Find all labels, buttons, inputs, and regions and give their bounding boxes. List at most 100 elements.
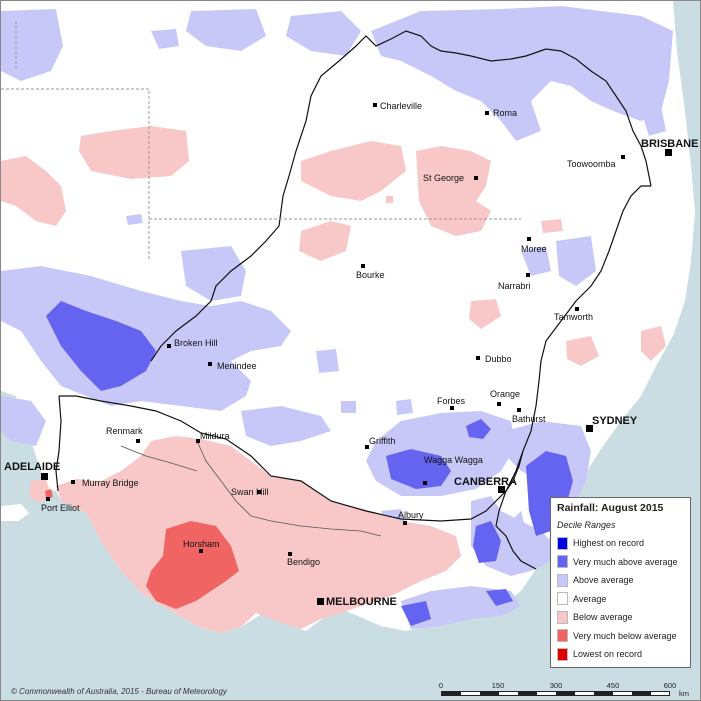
capital-melbourne[interactable]: MELBOURNE	[317, 596, 397, 608]
town-bourke[interactable]: Bourke	[356, 264, 385, 280]
town-marker	[361, 264, 365, 268]
town-label: Renmark	[106, 426, 143, 436]
scale-strip	[441, 691, 670, 696]
town-bathurst[interactable]: Bathurst	[512, 408, 546, 424]
scale-bar: 0 150 300 450 600 km	[438, 681, 691, 700]
town-marker	[373, 103, 377, 107]
town-charleville[interactable]: Charleville	[373, 101, 422, 111]
capital-label: CANBERRA	[454, 476, 517, 488]
town-marker	[485, 111, 489, 115]
legend-item-lowest: Lowest on record	[557, 645, 684, 664]
capitals-layer: BRISBANE SYDNEY CANBERRA MELBOURNE ADELA…	[4, 138, 698, 608]
legend-item-above: Above average	[557, 571, 684, 590]
scale-unit: km	[679, 689, 689, 698]
town-tamworth[interactable]: Tamworth	[554, 307, 593, 322]
legend-subtitle: Decile Ranges	[557, 520, 616, 530]
capital-marker	[41, 473, 48, 480]
town-marker	[476, 356, 480, 360]
town-wagga-wagga[interactable]: Wagga Wagga	[423, 455, 483, 485]
town-renmark[interactable]: Renmark	[106, 426, 143, 443]
town-label: Forbes	[437, 396, 466, 406]
legend-swatch	[557, 592, 568, 606]
capital-adelaide[interactable]: ADELAIDE	[4, 461, 60, 480]
town-horsham[interactable]: Horsham	[183, 539, 220, 553]
town-orange[interactable]: Orange	[490, 389, 520, 406]
scale-tick-label: 600	[663, 681, 677, 690]
scale-tick-label: 0	[438, 681, 444, 690]
town-bendigo[interactable]: Bendigo	[287, 552, 320, 567]
town-label: Port Elliot	[41, 503, 80, 513]
town-albury[interactable]: Albury	[398, 510, 424, 525]
town-label: Horsham	[183, 539, 220, 549]
capital-marker	[317, 598, 324, 605]
very-much-below-average-regions	[45, 489, 239, 609]
town-marker	[46, 497, 50, 501]
town-toowoomba[interactable]: Toowoomba	[567, 155, 625, 169]
town-roma[interactable]: Roma	[485, 108, 517, 118]
town-label: Tamworth	[554, 312, 593, 322]
town-label: Murray Bridge	[82, 478, 139, 488]
capital-sydney[interactable]: SYDNEY	[586, 415, 638, 432]
capital-label: BRISBANE	[641, 138, 698, 150]
legend-swatch	[557, 536, 568, 550]
town-marker	[527, 237, 531, 241]
town-moree[interactable]: Moree	[521, 237, 547, 254]
town-label: Moree	[521, 244, 547, 254]
town-label: Mildura	[200, 431, 230, 441]
town-marker	[423, 481, 427, 485]
legend-item-very-much-above: Very much above average	[557, 553, 684, 572]
town-narrabri[interactable]: Narrabri	[498, 273, 531, 291]
town-label: Orange	[490, 389, 520, 399]
town-label: Wagga Wagga	[424, 455, 483, 465]
copyright-notice: © Commonwealth of Australia, 2015 - Bure…	[11, 687, 227, 696]
town-marker	[196, 439, 200, 443]
scale-tick-label: 300	[549, 681, 563, 690]
town-marker	[288, 552, 292, 556]
legend-title: Rainfall: August 2015	[557, 502, 664, 514]
town-label: Swan Hill	[231, 487, 269, 497]
capital-canberra[interactable]: CANBERRA	[454, 476, 517, 493]
capital-label: ADELAIDE	[4, 461, 60, 473]
town-st-george[interactable]: St George	[423, 173, 478, 183]
town-forbes[interactable]: Forbes	[437, 396, 466, 410]
legend-item-highest: Highest on record	[557, 534, 684, 553]
state-borders	[55, 30, 652, 570]
town-marker	[621, 155, 625, 159]
town-murray-bridge[interactable]: Murray Bridge	[71, 478, 139, 488]
legend-label: Average	[573, 593, 607, 604]
town-label: Toowoomba	[567, 159, 616, 169]
legend-swatch	[557, 555, 568, 569]
town-label: Bourke	[356, 270, 385, 280]
capital-label: SYDNEY	[592, 415, 638, 427]
legend-label: Above average	[573, 575, 634, 586]
town-label: Roma	[493, 108, 517, 118]
town-swan-hill[interactable]: Swan Hill	[231, 487, 269, 497]
capital-marker	[498, 486, 505, 493]
legend-label: Very much above average	[573, 556, 678, 567]
town-marker	[136, 439, 140, 443]
capital-label: MELBOURNE	[326, 596, 397, 608]
town-mildura[interactable]: Mildura	[196, 431, 230, 443]
town-label: Narrabri	[498, 281, 531, 291]
capital-brisbane[interactable]: BRISBANE	[641, 138, 698, 156]
town-label: Bathurst	[512, 414, 546, 424]
town-dubbo[interactable]: Dubbo	[476, 354, 512, 364]
town-port-elliot[interactable]: Port Elliot	[41, 497, 80, 513]
town-marker	[199, 549, 203, 553]
legend-label: Below average	[573, 612, 633, 623]
town-label: Griffith	[369, 436, 395, 446]
town-marker	[450, 406, 454, 410]
town-broken-hill[interactable]: Broken Hill	[167, 338, 218, 348]
town-menindee[interactable]: Menindee	[208, 361, 257, 371]
town-griffith[interactable]: Griffith	[365, 436, 395, 449]
kangaroo-island	[1, 504, 29, 521]
capital-marker	[665, 149, 672, 156]
legend: Rainfall: August 2015 Decile Ranges High…	[550, 497, 691, 668]
legend-swatch	[557, 629, 568, 643]
town-marker	[497, 402, 501, 406]
town-marker	[474, 176, 478, 180]
town-label: St George	[423, 173, 464, 183]
scale-tick-label: 150	[491, 681, 505, 690]
legend-label: Lowest on record	[573, 649, 643, 660]
